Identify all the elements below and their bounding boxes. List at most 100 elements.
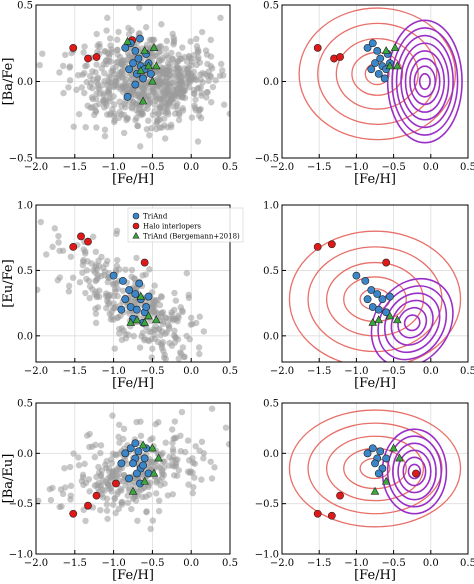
field-star-point — [167, 121, 175, 128]
field-star-point — [92, 319, 100, 327]
field-star-point — [109, 281, 117, 288]
bergemann-point — [389, 443, 398, 452]
field-star-point — [82, 62, 89, 70]
x-tick-label: −1.5 — [307, 366, 331, 377]
legend-label: TriAnd (Bergemann+2018) — [143, 233, 240, 241]
field-contour — [404, 50, 445, 113]
axes-frame — [35, 204, 231, 363]
field-star-point — [211, 464, 218, 471]
field-star-point — [177, 90, 185, 97]
x-tick-label: −1.0 — [101, 366, 125, 377]
x-tick-label: 0.5 — [460, 366, 474, 377]
field-star-point — [146, 266, 153, 273]
field-star-point — [197, 76, 204, 83]
y-axis-label: [Ba/Fe] — [1, 58, 16, 106]
panel-ba_eu_contour: −2.0 −1.5 −1.0 −0.5 0.0 0.5 −1.0 −0.5 0.0 0.5 [Fe/… — [255, 399, 474, 584]
field-star-point — [111, 101, 118, 108]
field-star-point — [165, 462, 173, 469]
field-star-point — [56, 503, 63, 511]
halo-point — [313, 509, 322, 518]
field-star-point — [225, 441, 230, 448]
field-contour — [407, 463, 422, 480]
field-star-point — [190, 68, 198, 76]
field-star-point — [162, 45, 170, 52]
field-star-point — [207, 458, 214, 465]
triand-contour — [325, 261, 425, 337]
y-tick-label: 1.0 — [263, 201, 279, 212]
triand-point — [125, 286, 134, 294]
bergemann-point — [151, 61, 161, 70]
field-star-point — [106, 473, 114, 481]
field-star-point — [153, 95, 160, 103]
field-contour — [418, 73, 431, 90]
halo-point — [77, 232, 85, 241]
field-star-point — [115, 28, 122, 36]
field-star-point — [51, 225, 59, 232]
field-star-point — [191, 460, 199, 467]
field-star-point — [101, 132, 109, 140]
field-star-point — [123, 116, 130, 124]
triand-point — [368, 444, 377, 453]
field-star-point — [174, 58, 181, 65]
field-star-point — [97, 506, 104, 514]
halo-point — [313, 43, 322, 52]
field-contour — [386, 435, 443, 508]
field-star-point — [120, 425, 128, 433]
field-star-point — [56, 69, 63, 76]
bergemann-point — [136, 291, 146, 300]
field-star-point — [203, 94, 210, 101]
field-star-point — [142, 493, 150, 500]
x-tick-label: 0.5 — [222, 558, 238, 569]
field-star-point — [208, 475, 216, 482]
field-star-point — [111, 345, 118, 352]
triand-point — [131, 439, 140, 448]
x-tick-label: −2.0 — [24, 366, 48, 377]
x-tick-label: 0.5 — [222, 366, 238, 377]
triand-contour — [343, 276, 407, 323]
field-star-point — [198, 438, 206, 446]
bergemann-point — [138, 440, 148, 449]
halo-point — [327, 511, 336, 520]
field-star-point — [101, 104, 108, 111]
field-star-point — [170, 332, 178, 339]
bergemann-point — [132, 315, 142, 324]
field-contour — [397, 449, 432, 494]
bergemann-point — [370, 486, 380, 495]
field-star-point — [106, 35, 114, 42]
x-tick-label: 0.0 — [423, 366, 439, 377]
plot-area — [288, 230, 462, 362]
field-star-point — [145, 117, 152, 124]
field-star-point — [105, 293, 113, 300]
field-star-point — [194, 46, 201, 53]
triand-point — [136, 34, 144, 43]
field-contour — [383, 292, 441, 354]
panel-ba_fe_contour: −2.0 −1.5 −1.0 −0.5 0.0 0.5 −0.5 0.0 0.5 [Fe/H] — [255, 1, 474, 188]
field-star-point — [49, 484, 56, 492]
field-star-point — [102, 461, 109, 468]
x-tick-label: −0.5 — [381, 162, 405, 173]
field-star-point — [160, 115, 168, 122]
triand-point — [373, 47, 382, 55]
field-star-point — [94, 75, 101, 83]
field-star-point — [207, 53, 215, 60]
y-tick-label: −0.5 — [9, 154, 33, 165]
field-star-point — [177, 350, 185, 357]
bergemann-point — [128, 486, 138, 495]
x-tick-label: 0.0 — [183, 366, 199, 377]
field-star-point — [66, 77, 74, 84]
triand-point — [125, 65, 134, 74]
x-axis-label: [Fe/H] — [354, 376, 396, 391]
field-star-point — [173, 102, 180, 109]
field-star-point — [168, 426, 176, 433]
field-star-point — [98, 65, 105, 72]
y-tick-label: −0.5 — [255, 154, 279, 165]
triand-point — [368, 39, 377, 48]
field-star-point — [67, 492, 75, 499]
triand-contour — [307, 422, 443, 515]
field-star-point — [111, 495, 118, 503]
field-star-point — [60, 89, 67, 97]
field-star-point — [108, 313, 116, 321]
field-star-point — [161, 480, 168, 487]
field-star-point — [148, 125, 155, 132]
field-star-point — [195, 344, 203, 351]
